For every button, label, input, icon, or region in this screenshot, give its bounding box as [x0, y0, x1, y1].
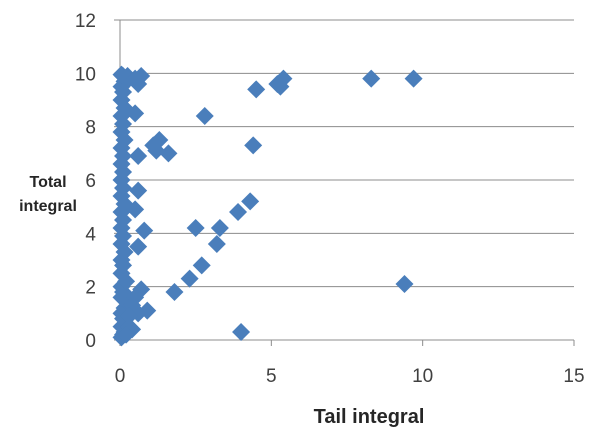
data-point-65 — [195, 107, 214, 125]
data-point-66 — [247, 80, 266, 99]
data-point-58 — [120, 307, 139, 325]
y-tick-label-1: 2 — [85, 278, 96, 299]
data-point-70 — [362, 69, 381, 88]
data-point-60 — [117, 325, 136, 344]
data-point-56 — [138, 301, 157, 320]
y-axis-title-line-1: Total — [29, 174, 66, 191]
data-point-72 — [244, 136, 263, 155]
y-tick-label-5: 10 — [75, 64, 96, 85]
y-tick-label-6: 12 — [75, 11, 96, 32]
data-point-64 — [159, 144, 178, 163]
data-point-75 — [210, 219, 229, 237]
data-point-71 — [404, 69, 423, 88]
data-point-51 — [135, 221, 154, 240]
y-tick-label-3: 6 — [85, 171, 96, 192]
data-point-74 — [229, 203, 248, 221]
y-tick-label-0: 0 — [85, 331, 96, 352]
data-point-79 — [180, 269, 199, 288]
data-point-82 — [232, 323, 251, 341]
data-point-78 — [192, 256, 211, 275]
x-axis-title: Tail integral — [314, 406, 425, 428]
data-point-54 — [132, 280, 151, 299]
x-tick-label-3: 15 — [563, 366, 584, 387]
y-tick-label-4: 8 — [85, 118, 96, 139]
data-point-43 — [112, 65, 131, 84]
data-point-52 — [129, 237, 148, 256]
data-point-49 — [129, 181, 148, 200]
data-point-77 — [186, 219, 205, 237]
data-point-81 — [395, 275, 414, 293]
x-tick-label-0: 0 — [115, 366, 126, 387]
x-tick-label-1: 5 — [266, 366, 277, 387]
data-point-59 — [123, 320, 142, 339]
data-point-69 — [271, 77, 290, 96]
data-point-50 — [126, 200, 145, 219]
data-point-46 — [129, 75, 148, 93]
data-point-73 — [241, 192, 260, 211]
x-tick-label-2: 10 — [412, 366, 433, 387]
data-point-48 — [129, 147, 148, 165]
data-point-63 — [147, 141, 166, 160]
y-axis-title-line-2: integral — [19, 198, 77, 215]
data-point-57 — [123, 296, 142, 315]
y-tick-label-2: 4 — [85, 224, 96, 245]
data-point-80 — [165, 283, 184, 301]
data-point-76 — [207, 235, 226, 253]
data-point-47 — [126, 104, 145, 123]
